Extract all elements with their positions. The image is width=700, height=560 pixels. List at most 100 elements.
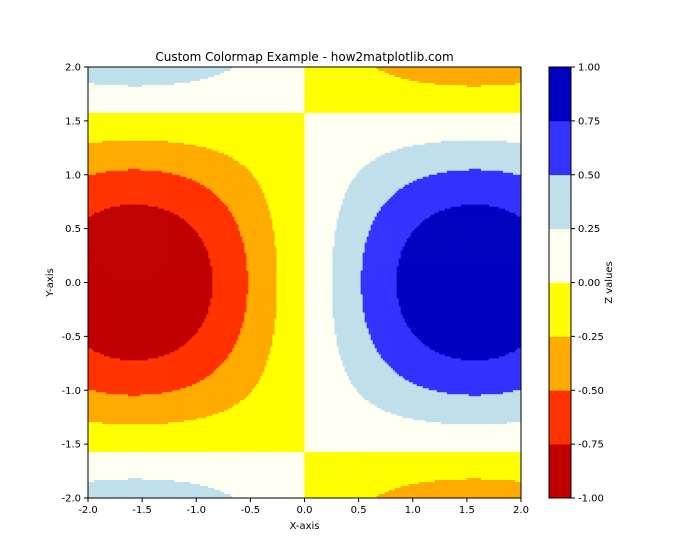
contour-cell [405, 83, 407, 85]
contour-cell [435, 105, 437, 107]
contour-cell [268, 99, 270, 101]
contour-cell [144, 75, 146, 77]
contour-cell [132, 103, 134, 105]
contour-cell [298, 71, 300, 73]
contour-cell [425, 93, 427, 95]
contour-cell [437, 77, 439, 79]
contour-cell [373, 83, 375, 85]
contour-cell [339, 69, 341, 71]
contour-cell [122, 107, 124, 109]
contour-cell [142, 105, 144, 107]
contour-cell [437, 111, 439, 113]
contour-cell [128, 69, 130, 71]
contour-cell [389, 89, 391, 91]
contour-cell [208, 89, 210, 91]
contour-cell [90, 97, 92, 99]
contour-cell [477, 77, 479, 79]
contour-cell [96, 85, 98, 87]
contour-cell [144, 69, 146, 71]
contour-cell [152, 111, 154, 113]
contour-cell [457, 83, 459, 85]
contour-cell [383, 89, 385, 91]
contour-cell [290, 87, 292, 89]
contour-cell [425, 105, 427, 107]
contour-cell [415, 111, 417, 113]
contour-cell [455, 103, 457, 105]
contour-cell [517, 91, 519, 93]
contour-cell [457, 85, 459, 87]
contour-cell [100, 103, 102, 105]
contour-cell [315, 109, 317, 111]
contour-cell [341, 87, 343, 89]
contour-cell [134, 83, 136, 85]
contour-cell [184, 97, 186, 99]
contour-cell [104, 101, 106, 103]
contour-cell [469, 69, 471, 71]
contour-cell [192, 69, 194, 71]
contour-cell [379, 75, 381, 77]
contour-cell [168, 101, 170, 103]
contour-cell [114, 77, 116, 79]
contour-cell [493, 79, 495, 81]
contour-cell [94, 81, 96, 83]
contour-cell [218, 93, 220, 95]
contour-cell [118, 91, 120, 93]
contour-cell [232, 109, 234, 111]
contour-cell [240, 95, 242, 97]
contour-cell [499, 73, 501, 75]
contour-cell [150, 105, 152, 107]
contour-cell [104, 77, 106, 79]
contour-cell [437, 105, 439, 107]
contour-cell [122, 95, 124, 97]
contour-cell [292, 109, 294, 111]
contour-cell [186, 73, 188, 75]
contour-cell [300, 77, 302, 79]
contour-cell [343, 111, 345, 113]
contour-cell [246, 69, 248, 71]
contour-cell [134, 91, 136, 93]
contour-cell [489, 85, 491, 87]
contour-cell [152, 71, 154, 73]
contour-cell [162, 85, 164, 87]
contour-cell [118, 71, 120, 73]
contour-cell [397, 99, 399, 101]
contour-cell [403, 83, 405, 85]
contour-cell [106, 93, 108, 95]
contour-cell [369, 69, 371, 71]
contour-cell [481, 99, 483, 101]
contour-cell [214, 109, 216, 111]
contour-cell [341, 79, 343, 81]
contour-cell [240, 89, 242, 91]
contour-cell [130, 97, 132, 99]
contour-cell [166, 101, 168, 103]
contour-cell [260, 107, 262, 109]
contour-cell [196, 89, 198, 91]
contour-cell [505, 95, 507, 97]
contour-cell [469, 89, 471, 91]
contour-cell [214, 105, 216, 107]
contour-cell [499, 97, 501, 99]
contour-cell [164, 85, 166, 87]
contour-cell [204, 75, 206, 77]
contour-cell [399, 97, 401, 99]
contour-cell [473, 79, 475, 81]
contour-cell [337, 101, 339, 103]
contour-cell [453, 103, 455, 105]
contour-cell [315, 111, 317, 113]
contour-cell [256, 77, 258, 79]
contour-cell [146, 77, 148, 79]
contour-cell [375, 87, 377, 89]
contour-cell [413, 71, 415, 73]
contour-cell [220, 81, 222, 83]
contour-cell [286, 83, 288, 85]
contour-cell [294, 99, 296, 101]
contour-cell [248, 89, 250, 91]
contour-cell [313, 101, 315, 103]
contour-cell [126, 91, 128, 93]
contour-cell [234, 95, 236, 97]
contour-cell [399, 99, 401, 101]
contour-cell [156, 99, 158, 101]
contour-cell [371, 83, 373, 85]
contour-cell [489, 69, 491, 71]
contour-cell [399, 69, 401, 71]
